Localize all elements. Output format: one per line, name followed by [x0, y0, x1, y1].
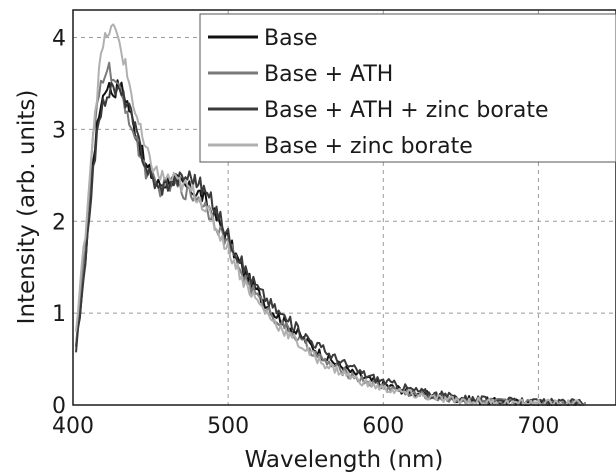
y-tick-label: 4: [52, 27, 66, 52]
x-tick-label: 400: [52, 414, 94, 439]
y-tick-label: 3: [52, 118, 66, 143]
y-tick-label: 1: [52, 302, 66, 327]
legend-label: Base + ATH: [264, 62, 393, 87]
x-tick-label: 700: [517, 414, 559, 439]
y-tick-label: 2: [52, 210, 66, 235]
legend-box: [199, 13, 616, 163]
y-tick-label: 0: [52, 394, 66, 419]
x-tick-label: 500: [207, 414, 249, 439]
y-axis-label: Intensity (arb. units): [14, 90, 40, 325]
tick-labels: 400 500 600 700 0 1 2 3 4: [52, 27, 559, 439]
legend-label: Base: [264, 26, 318, 51]
legend-label: Base + ATH + zinc borate: [264, 98, 549, 123]
x-tick-label: 600: [362, 414, 404, 439]
legend: Base Base + ATH Base + ATH + zinc borate Ba…: [199, 13, 616, 163]
x-axis-label: Wavelength (nm): [245, 447, 444, 473]
plot-frame: [72, 9, 616, 406]
legend-label: Base + zinc borate: [264, 134, 473, 159]
series-line-3: [75, 81, 586, 406]
